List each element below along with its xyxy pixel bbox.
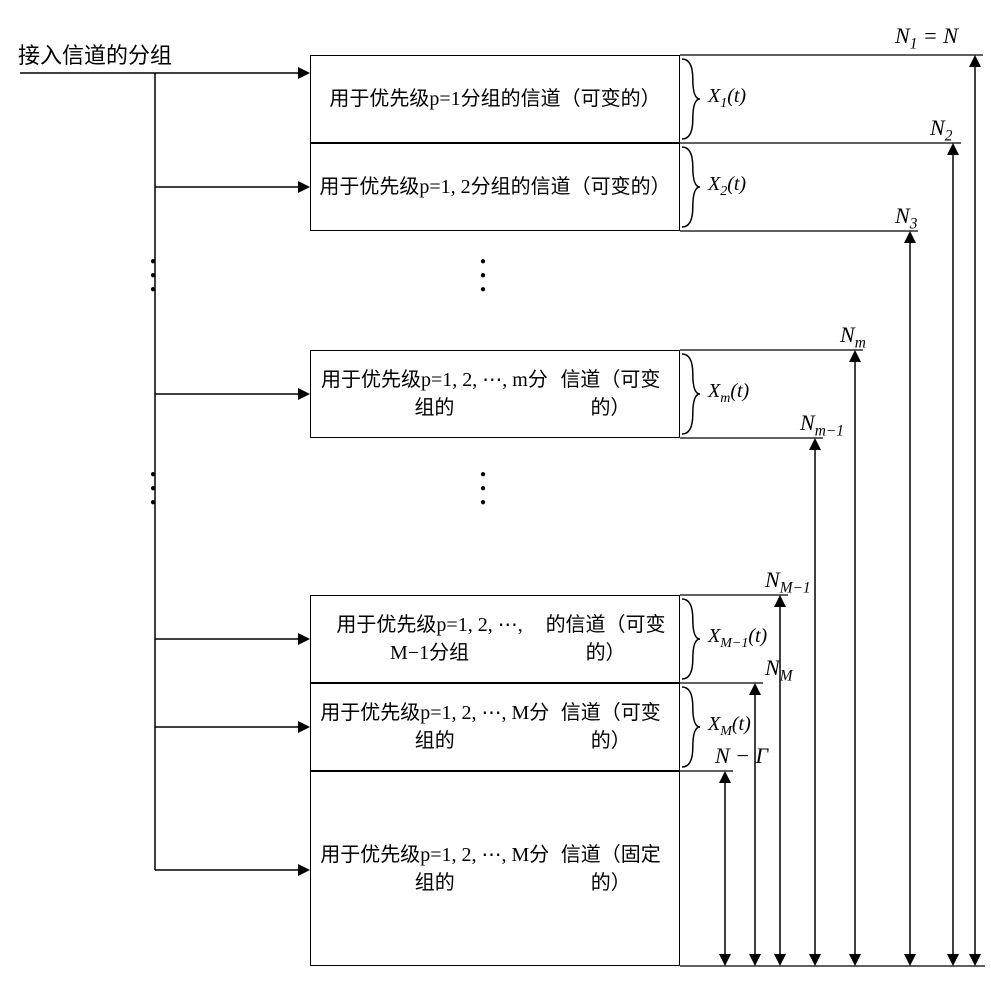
vdots: ●●● [150,468,156,510]
box-text-line: （可变的） [571,173,671,201]
vdots: ●●● [480,255,486,297]
x-label-bm: Xm(t) [708,380,749,407]
channel-box-bM1: 用于优先级p=1, 2, ⋯, M−1分组的信道（可变的） [310,595,680,683]
channel-box-b1: 用于优先级p=1分组的信道（可变的） [310,55,680,143]
box-text-line: 用于优先级p=1分组的信道 [329,85,560,113]
n-label-4: Nm−1 [800,410,844,440]
channel-box-bF: 用于优先级p=1, 2, ⋯, M分组的信道（固定的） [310,771,680,966]
vdots: ●●● [150,255,156,297]
box-text-line: 用于优先级p=1, 2, ⋯, m分组的 [319,366,550,422]
n-label-5: NM−1 [765,567,811,597]
box-text-line: 用于优先级p=1, 2分组的信道 [319,173,570,201]
box-text-line: 信道（可变的） [550,366,671,422]
channel-box-bM: 用于优先级p=1, 2, ⋯, M分组的信道（可变的） [310,683,680,771]
input-label: 接入信道的分组 [18,38,172,70]
vdots: ●●● [480,468,486,510]
box-text-line: 信道（可变的） [551,699,671,755]
channel-box-bm: 用于优先级p=1, 2, ⋯, m分组的信道（可变的） [310,350,680,438]
n-label-6: NM [765,655,793,685]
box-text-line: （可变的） [561,85,661,113]
n-label-2: N3 [895,203,917,233]
n-label-0: N1 = N [895,23,958,53]
channel-diagram: 接入信道的分组 用于优先级p=1分组的信道（可变的）X1(t)用于优先级p=1,… [0,0,991,1000]
x-label-bM: XM(t) [708,713,751,740]
box-text-line: 用于优先级p=1, 2, ⋯, M分组的 [319,699,551,755]
box-text-line: 信道（固定的） [551,841,671,897]
channel-box-b2: 用于优先级p=1, 2分组的信道（可变的） [310,143,680,231]
x-label-b2: X2(t) [708,173,746,200]
box-text-line: 用于优先级p=1, 2, ⋯, M分组的 [319,841,551,897]
box-text-line: 用于优先级p=1, 2, ⋯, M−1分组 [319,611,540,667]
n-label-3: Nm [840,322,866,352]
x-label-bM1: XM−1(t) [708,625,767,652]
box-text-line: 的信道（可变的） [540,611,671,667]
n-label-1: N2 [930,115,952,145]
x-label-b1: X1(t) [708,85,746,112]
n-label-7: N − Γ [715,743,768,769]
